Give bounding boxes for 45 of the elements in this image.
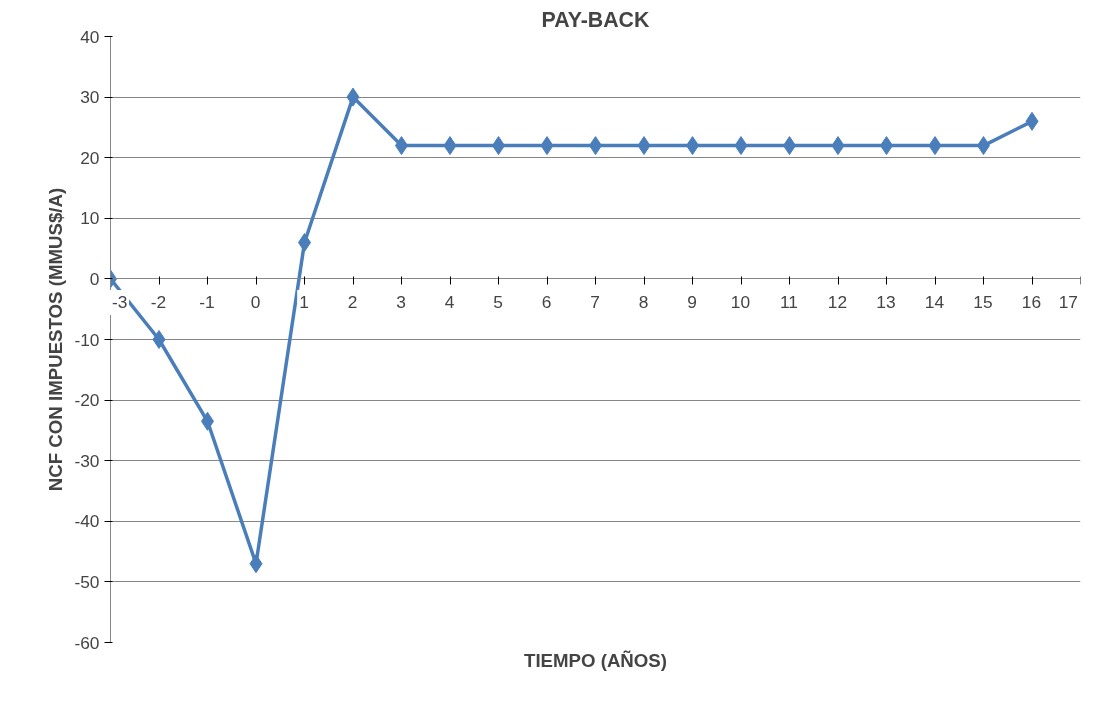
x-tick-label: 14 bbox=[922, 290, 947, 316]
x-tick-label: 1 bbox=[297, 290, 311, 316]
x-tick-label: 8 bbox=[636, 290, 651, 316]
y-tick-label: 10 bbox=[80, 208, 100, 229]
y-tick-label: 30 bbox=[80, 87, 100, 108]
x-tick-label: 5 bbox=[491, 290, 505, 316]
x-tick-label: 9 bbox=[685, 290, 699, 316]
x-tick-label: -2 bbox=[148, 290, 169, 316]
x-tick-label: 16 bbox=[1019, 290, 1044, 316]
y-tick-label: -30 bbox=[74, 450, 100, 471]
y-tick-label: -60 bbox=[74, 632, 100, 653]
y-tick-label: 0 bbox=[89, 268, 100, 289]
x-tick-label: 0 bbox=[248, 290, 263, 316]
y-tick-label: 20 bbox=[80, 147, 100, 168]
point bbox=[249, 554, 263, 574]
point bbox=[637, 136, 651, 156]
x-tick-label: -1 bbox=[197, 290, 217, 316]
y-tick-label: 40 bbox=[80, 26, 100, 47]
x-tick-label: 2 bbox=[345, 290, 360, 316]
x-tick-label: 12 bbox=[825, 290, 850, 316]
point bbox=[831, 136, 845, 156]
point bbox=[1025, 111, 1039, 131]
x-tick-label: 4 bbox=[442, 290, 457, 316]
point bbox=[734, 136, 748, 156]
x-tick-label: 13 bbox=[874, 290, 898, 316]
y-tick-label: -20 bbox=[74, 390, 100, 411]
point bbox=[443, 136, 457, 156]
y-tick-label: -10 bbox=[74, 329, 100, 350]
y-tick-label: -40 bbox=[74, 511, 100, 532]
x-tick-label: 6 bbox=[539, 290, 554, 316]
x-tick-label: 15 bbox=[971, 290, 995, 316]
point bbox=[346, 87, 360, 107]
x-axis-title: TIEMPO (AÑOS) bbox=[523, 649, 668, 671]
point bbox=[152, 330, 166, 349]
y-tick-label: -50 bbox=[74, 571, 100, 592]
point bbox=[928, 136, 942, 156]
chart-title: PAY-BACK bbox=[541, 7, 651, 32]
point bbox=[540, 136, 554, 156]
x-tick-label: 17 bbox=[1056, 290, 1080, 316]
x-tick-label: 3 bbox=[394, 290, 408, 316]
x-tick-label: 11 bbox=[778, 290, 800, 316]
y-axis-title: NCF CON IMPUESTOS (MMUS$/A) bbox=[45, 187, 67, 492]
x-tick-label: 7 bbox=[588, 290, 602, 316]
x-tick-label: -3 bbox=[110, 290, 130, 316]
x-tick-label: 10 bbox=[728, 290, 753, 316]
